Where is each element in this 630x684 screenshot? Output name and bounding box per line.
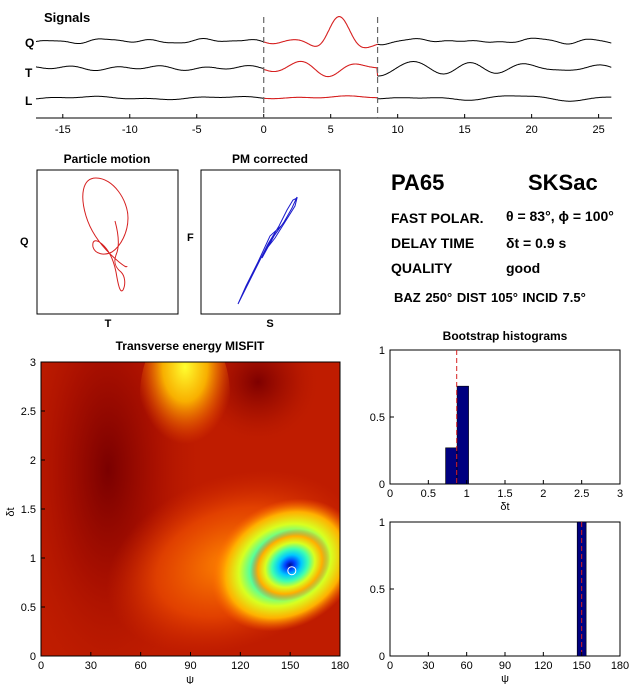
pm-corrected-xlabel: S xyxy=(266,318,273,330)
delay-time-value: δt = 0.9 s xyxy=(506,235,567,251)
hist-dt-x-tick-label: 3 xyxy=(617,488,623,500)
misfit-ticks: 0 30 60 90 120 150 180 0 0.5 1 1.5 2 2.5 3 xyxy=(21,357,349,672)
particle-motion-curve xyxy=(82,177,129,292)
station-name: PA65 xyxy=(391,170,445,195)
hist-dt-x-tick-label: 1.5 xyxy=(497,488,512,500)
phase-name: SKSac xyxy=(528,170,598,195)
signal-label-q: Q xyxy=(25,36,34,50)
misfit-minimum-marker xyxy=(287,566,297,576)
misfit-x-tick-label: 180 xyxy=(331,660,349,672)
trace-l-post-window xyxy=(377,95,612,102)
pm-corrected-curve xyxy=(237,196,298,305)
misfit-minimum-core xyxy=(249,528,331,602)
misfit-x-tick-label: 30 xyxy=(85,660,97,672)
hist-psi-x-tick-label: 0 xyxy=(387,660,393,672)
signals-x-tick-label: 20 xyxy=(526,124,538,136)
misfit-y-tick-label: 2 xyxy=(30,455,36,467)
signal-traces xyxy=(35,16,612,102)
hist-psi-x-tick-label: 60 xyxy=(461,660,473,672)
fast-polar-value: θ = 83°, ϕ = 100° xyxy=(506,208,614,224)
delay-time-label: DELAY TIME xyxy=(391,235,475,251)
trace-t-pre-window xyxy=(35,65,264,71)
misfit-y-tick-label: 2.5 xyxy=(21,406,36,418)
hist-dt-x-tick-label: 1 xyxy=(464,488,470,500)
hist-psi-x-tick-label: 90 xyxy=(499,660,511,672)
hist-psi-y-tick-label: 1 xyxy=(379,517,385,529)
hist-dt-y-tick-label: 1 xyxy=(379,345,385,357)
hist-psi-y-tick-label: 0 xyxy=(379,651,385,663)
trace-q-window xyxy=(262,16,378,49)
misfit-x-tick-label: 60 xyxy=(135,660,147,672)
signals-x-tick-label: -5 xyxy=(192,124,202,136)
window-markers xyxy=(263,17,379,118)
histogram-fast-direction: 0 30 60 90 120 150 180 0 0.5 1 ψ xyxy=(370,517,629,684)
fast-polar-label: FAST POLAR. xyxy=(391,210,484,226)
misfit-y-tick-label: 1.5 xyxy=(21,504,36,516)
signal-label-l: L xyxy=(25,94,32,108)
trace-t-post-window xyxy=(377,61,612,77)
hist-dt-bar xyxy=(456,385,469,485)
misfit-xlabel: ψ xyxy=(186,674,194,684)
pm-corrected-ylabel: F xyxy=(187,232,194,244)
signals-axes: -15 -10 -5 0 5 10 15 20 25 xyxy=(36,114,612,136)
signals-x-tick-label: 5 xyxy=(328,124,334,136)
misfit-x-tick-label: 90 xyxy=(184,660,196,672)
signal-label-t: T xyxy=(25,66,33,80)
hist-psi-x-tick-label: 30 xyxy=(422,660,434,672)
misfit-x-tick-label: 150 xyxy=(281,660,299,672)
pm-ylabel: Q xyxy=(20,236,29,248)
signals-x-ticks: -15 -10 -5 0 5 10 15 20 25 xyxy=(55,114,605,136)
trace-q-post-window xyxy=(377,37,612,46)
signals-x-tick-label: 10 xyxy=(392,124,404,136)
hist-psi-x-tick-label: 180 xyxy=(611,660,629,672)
hist-psi-x-tick-label: 150 xyxy=(572,660,590,672)
pm-corrected-title: PM corrected xyxy=(232,152,308,166)
misfit-x-tick-label: 120 xyxy=(231,660,249,672)
hist-psi-x-tick-label: 120 xyxy=(534,660,552,672)
signals-x-tick-label: 0 xyxy=(261,124,267,136)
pm-box xyxy=(36,169,179,315)
signals-x-tick-label: -15 xyxy=(55,124,71,136)
misfit-y-tick-label: 0.5 xyxy=(21,602,36,614)
misfit-heatmap xyxy=(41,362,340,656)
trace-t-window xyxy=(262,60,379,78)
histogram-delay-time: 0 0.5 1 1.5 2 2.5 3 0 0.5 1 δt xyxy=(370,345,623,513)
pm-corrected-box xyxy=(200,169,341,315)
misfit-ylabel: δt xyxy=(5,507,17,516)
pm-xlabel: T xyxy=(105,318,112,330)
hist-dt-x-tick-label: 0.5 xyxy=(421,488,436,500)
hist-dt-x-tick-label: 2.5 xyxy=(574,488,589,500)
misfit-y-tick-label: 1 xyxy=(30,553,36,565)
hist-psi-xlabel: ψ xyxy=(501,673,509,684)
hist-dt-frame xyxy=(389,349,621,485)
quality-label: QUALITY xyxy=(391,260,453,276)
pm-title: Particle motion xyxy=(64,152,151,166)
hist-dt-y-tick-label: 0.5 xyxy=(370,412,385,424)
trace-l-pre-window xyxy=(35,95,264,101)
misfit-y-tick-label: 0 xyxy=(30,651,36,663)
geometry-line: BAZ 250° DIST 105° INCID 7.5° xyxy=(394,290,586,305)
misfit-yellow-region xyxy=(140,362,230,465)
signals-x-tick-label: 25 xyxy=(592,124,604,136)
hist-dt-x-tick-label: 2 xyxy=(540,488,546,500)
quality-value: good xyxy=(506,260,541,276)
signals-x-tick-label: 15 xyxy=(459,124,471,136)
trace-l-window xyxy=(263,95,379,100)
signals-title: Signals xyxy=(44,10,90,25)
signals-x-tick-label: -10 xyxy=(122,124,138,136)
hist-psi-y-tick-label: 0.5 xyxy=(370,584,385,596)
misfit-x-tick-label: 0 xyxy=(38,660,44,672)
misfit-y-tick-label: 3 xyxy=(30,357,36,369)
bootstrap-title: Bootstrap histograms xyxy=(443,329,568,343)
hist-dt-x-tick-label: 0 xyxy=(387,488,393,500)
hist-dt-y-tick-label: 0 xyxy=(379,479,385,491)
hist-dt-xlabel: δt xyxy=(500,501,509,513)
misfit-title: Transverse energy MISFIT xyxy=(116,339,265,353)
hist-dt-bar xyxy=(445,447,458,485)
trace-q-pre-window xyxy=(35,38,264,44)
